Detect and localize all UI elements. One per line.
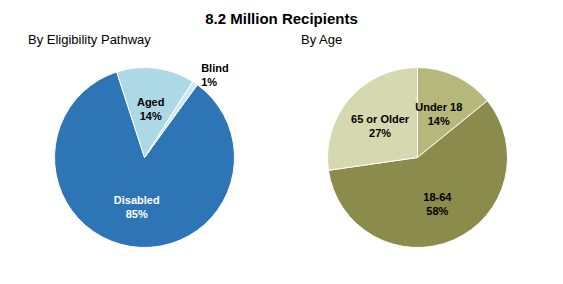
svg-text:Disabled85%: Disabled85%	[114, 194, 160, 220]
svg-text:Aged14%: Aged14%	[137, 96, 165, 122]
svg-text:Under 1814%: Under 1814%	[415, 101, 462, 127]
svg-text:65 or Older27%: 65 or Older27%	[351, 113, 410, 139]
svg-text:18-6458%: 18-6458%	[423, 191, 452, 217]
html-text:8.2 Million Recipients: 8.2 Million Recipients	[205, 10, 358, 27]
html-text:By Age: By Age	[301, 32, 343, 47]
svg-text:Blind1%: Blind1%	[201, 62, 229, 88]
html-text:By Eligibility Pathway: By Eligibility Pathway	[28, 32, 151, 47]
